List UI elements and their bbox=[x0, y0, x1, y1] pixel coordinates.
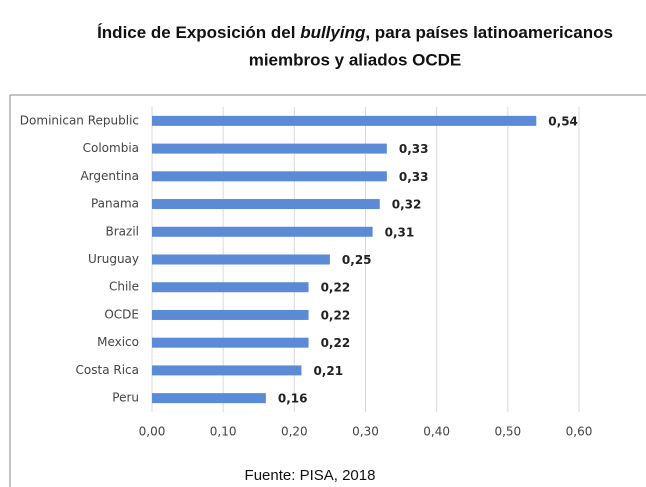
value-label: 0,54 bbox=[548, 114, 578, 128]
bar bbox=[152, 199, 380, 210]
x-tick-label: 0,40 bbox=[423, 425, 450, 439]
x-tick-label: 0,20 bbox=[281, 425, 308, 439]
bar bbox=[152, 393, 266, 404]
y-tick-label: Mexico bbox=[97, 335, 139, 349]
bar bbox=[152, 337, 309, 348]
chart-title: miembros y aliados OCDE bbox=[249, 50, 462, 69]
value-label: 0,33 bbox=[399, 142, 429, 156]
y-tick-label: Dominican Republic bbox=[20, 113, 139, 127]
bar bbox=[152, 171, 387, 182]
bar bbox=[152, 309, 309, 320]
x-tick-label: 0,50 bbox=[494, 425, 521, 439]
value-label: 0,33 bbox=[399, 170, 429, 184]
bar bbox=[152, 282, 309, 293]
y-tick-label: OCDE bbox=[104, 307, 139, 321]
y-tick-label: Chile bbox=[109, 280, 139, 294]
y-tick-label: Panama bbox=[91, 197, 139, 211]
y-tick-label: Argentina bbox=[80, 169, 139, 183]
value-label: 0,25 bbox=[342, 253, 372, 267]
y-tick-label: Colombia bbox=[83, 141, 139, 155]
value-label: 0,31 bbox=[385, 225, 415, 239]
value-label: 0,22 bbox=[321, 281, 351, 295]
y-tick-label: Brazil bbox=[106, 224, 140, 238]
bar bbox=[152, 143, 387, 154]
source: Fuente: PISA, 2018 bbox=[245, 467, 376, 484]
x-tick-label: 0,00 bbox=[139, 425, 166, 439]
x-tick-label: 0,10 bbox=[210, 425, 237, 439]
bar bbox=[152, 226, 373, 237]
value-label: 0,22 bbox=[321, 336, 351, 350]
bar bbox=[152, 365, 302, 376]
x-tick-label: 0,30 bbox=[352, 425, 379, 439]
value-label: 0,21 bbox=[313, 364, 343, 378]
value-label: 0,16 bbox=[278, 392, 308, 406]
value-label: 0,22 bbox=[321, 308, 351, 322]
chart-title: Índice de Exposición del bullying, para … bbox=[97, 23, 613, 42]
y-tick-label: Peru bbox=[112, 391, 139, 405]
bar bbox=[152, 115, 537, 126]
bar bbox=[152, 254, 330, 265]
value-label: 0,32 bbox=[392, 198, 422, 212]
y-tick-label: Uruguay bbox=[88, 252, 139, 266]
y-tick-label: Costa Rica bbox=[76, 363, 139, 377]
x-tick-label: 0,60 bbox=[566, 425, 593, 439]
